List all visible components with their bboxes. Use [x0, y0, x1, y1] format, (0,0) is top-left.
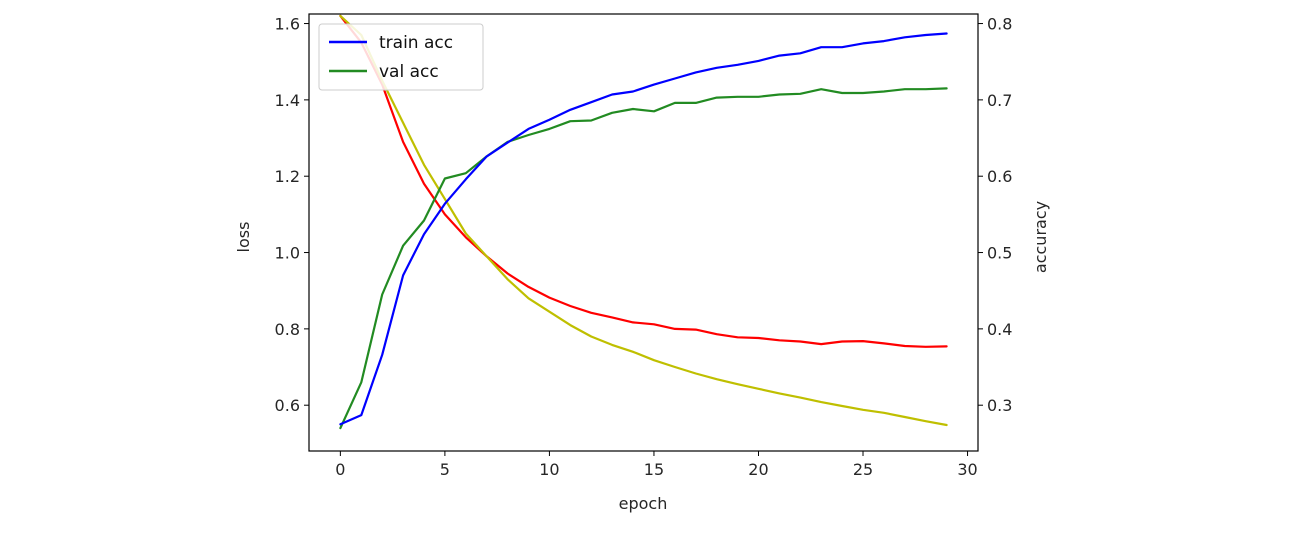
y-ticks-left: 0.6 0.8 1.0 1.2 1.4 1.6 — [275, 15, 309, 415]
y-tick-label-left: 0.6 — [275, 396, 300, 415]
y-tick-label-left: 1.6 — [275, 15, 300, 34]
plot-frame — [308, 13, 979, 452]
y-tick-label-left: 1.4 — [275, 91, 300, 110]
x-tick-label: 5 — [440, 460, 450, 479]
x-tick-label: 30 — [957, 460, 977, 479]
x-tick-label: 15 — [644, 460, 664, 479]
y-tick-label-right: 0.3 — [987, 396, 1012, 415]
y-tick-label-left: 1.2 — [275, 167, 300, 186]
legend-label: train acc — [379, 33, 453, 53]
series-line-3 — [339, 14, 948, 427]
series-line-1 — [339, 87, 948, 430]
x-tick-label: 10 — [539, 460, 559, 479]
x-axis-label: epoch — [619, 494, 668, 513]
legend: train acc val acc — [318, 23, 484, 91]
legend-box — [318, 23, 484, 91]
y-tick-label-right: 0.5 — [987, 244, 1012, 263]
y-tick-label-right: 0.7 — [987, 91, 1012, 110]
x-tick-label: 25 — [853, 460, 873, 479]
y-tick-label-right: 0.4 — [987, 320, 1012, 339]
y-tick-label-left: 0.8 — [275, 320, 300, 339]
x-tick-label: 20 — [748, 460, 768, 479]
y-tick-label-right: 0.6 — [987, 167, 1012, 186]
series-line-0 — [339, 32, 948, 426]
legend-label: val acc — [379, 62, 439, 82]
x-ticks: 0 5 10 15 20 25 30 — [335, 451, 978, 479]
y-tick-label-left: 1.0 — [275, 244, 300, 263]
series-layer — [339, 14, 948, 430]
y-axis-label-left: loss — [234, 222, 253, 253]
y-tick-label-right: 0.8 — [987, 15, 1012, 34]
x-tick-label: 0 — [335, 460, 345, 479]
y-axis-label-right: accuracy — [1031, 201, 1050, 273]
y-ticks-right: 0.3 0.4 0.5 0.6 0.7 0.8 — [978, 15, 1012, 415]
